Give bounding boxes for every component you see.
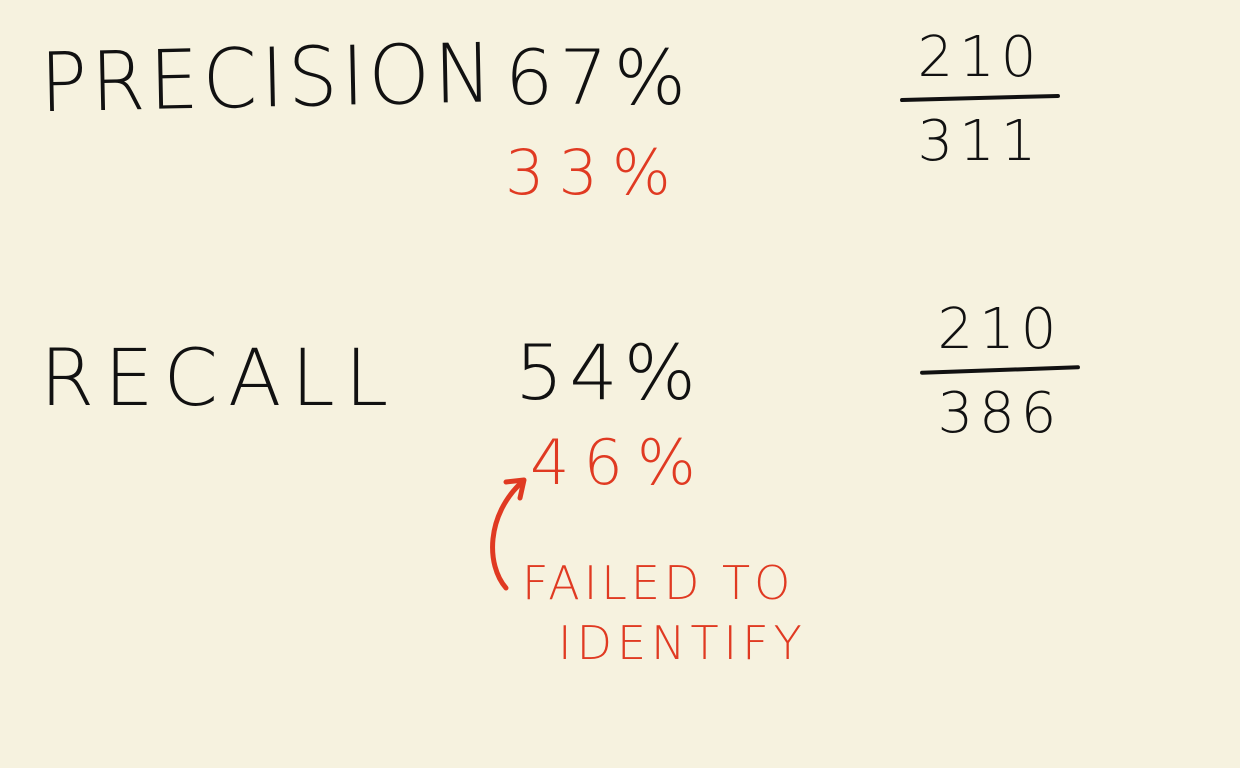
recall-fraction-bar [919, 365, 1081, 375]
annotation-line-2: IDENTIFY [558, 616, 807, 670]
recall-fraction: 210 386 [919, 297, 1081, 446]
precision-fraction-bar [899, 93, 1061, 103]
precision-fraction: 210 311 [899, 25, 1061, 174]
precision-numerator: 210 [917, 25, 1043, 90]
annotation-line-1: FAILED TO [522, 556, 795, 610]
precision-miss-percent: 33% [505, 136, 685, 209]
recall-denominator: 386 [937, 381, 1063, 446]
recall-label: RECALL [40, 334, 399, 424]
recall-miss-percent: 46% [530, 426, 710, 499]
precision-percent: 67% [505, 33, 692, 122]
recall-percent: 54% [515, 328, 702, 417]
precision-denominator: 311 [917, 109, 1043, 174]
precision-label: PRECISION [39, 26, 498, 132]
curved-arrow-icon [490, 477, 527, 591]
recall-numerator: 210 [937, 297, 1063, 362]
